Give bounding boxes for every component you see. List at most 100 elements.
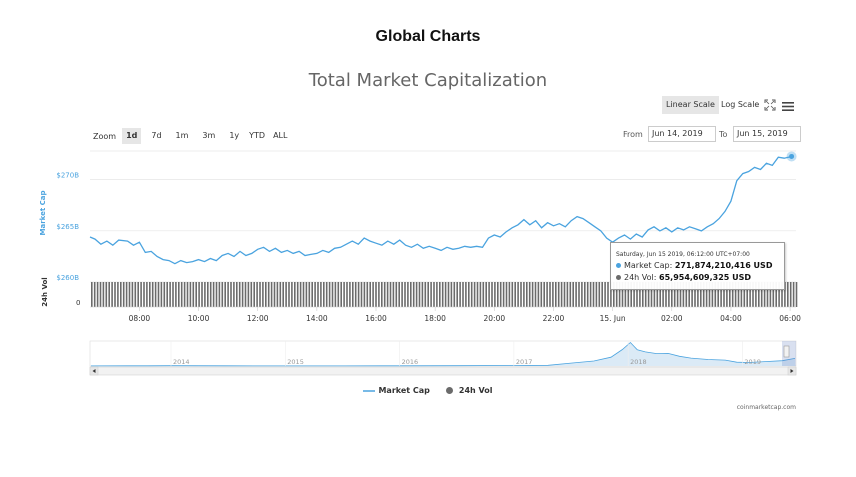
volume-column <box>731 282 734 307</box>
x-tick-label: 18:00 <box>424 314 446 323</box>
volume-column <box>604 282 606 307</box>
tooltip-mcap-value: 271,874,210,416 USD <box>674 261 773 270</box>
volume-column <box>505 282 508 307</box>
fullscreen-icon[interactable] <box>764 98 776 111</box>
volume-column <box>270 282 273 307</box>
volume-column <box>787 282 789 307</box>
legend-item-market-cap[interactable]: Market Cap <box>363 386 430 395</box>
y-tick-label: $265B <box>56 223 79 231</box>
x-tick-label: 15. Jun <box>600 314 626 323</box>
menu-icon[interactable] <box>782 99 794 111</box>
volume-column <box>296 282 299 307</box>
volume-column <box>581 282 583 307</box>
x-tick-label: 14:00 <box>306 314 328 323</box>
volume-column <box>453 282 456 307</box>
volume-axis-tick: 0 <box>76 299 80 307</box>
volume-column <box>784 282 786 307</box>
volume-column <box>328 282 331 307</box>
volume-column <box>697 282 699 307</box>
volume-column <box>125 282 128 307</box>
zoom-1d-button[interactable]: 1d <box>122 128 142 144</box>
range-from-label: From <box>623 130 643 139</box>
volume-column <box>694 282 696 307</box>
volume-column <box>682 282 685 307</box>
volume-column <box>143 282 145 307</box>
volume-column <box>772 282 775 307</box>
x-tick-label: 12:00 <box>247 314 269 323</box>
credit-link[interactable]: coinmarketcap.com <box>736 404 796 411</box>
volume-column <box>766 282 769 307</box>
volume-column <box>705 282 708 307</box>
chart-legend: Market Cap 24h Vol <box>0 386 856 395</box>
navigator-handle[interactable] <box>783 345 790 358</box>
volume-column <box>122 282 125 307</box>
range-to-input[interactable]: Jun 15, 2019 <box>733 126 801 142</box>
volume-column <box>653 282 656 307</box>
zoom-all-button[interactable]: ALL <box>273 131 288 140</box>
legend-item-24h-vol[interactable]: 24h Vol <box>445 386 493 395</box>
volume-column <box>178 282 180 307</box>
volume-column <box>410 282 412 307</box>
page-heading: Global Charts <box>375 28 481 45</box>
volume-column <box>323 282 325 307</box>
volume-column <box>491 282 493 307</box>
volume-column <box>407 282 409 307</box>
volume-column <box>555 282 557 307</box>
volume-column <box>204 282 206 307</box>
y-tick-label: $270B <box>56 172 79 180</box>
volume-column <box>366 282 369 307</box>
volume-column <box>789 282 792 307</box>
volume-column <box>398 282 400 307</box>
volume-column <box>311 282 313 307</box>
y-axis-ticks: $260B $265B $270B <box>56 172 79 282</box>
volume-column <box>650 282 653 307</box>
scrollbar-track[interactable] <box>89 366 797 376</box>
volume-column <box>659 282 661 307</box>
volume-column <box>636 282 638 307</box>
volume-column <box>644 282 647 307</box>
x-tick-label: 04:00 <box>720 314 742 323</box>
volume-column <box>479 282 482 307</box>
zoom-3m-button[interactable]: 3m <box>202 131 216 140</box>
volume-column <box>734 282 737 307</box>
range-from-input[interactable]: Jun 14, 2019 <box>648 126 716 142</box>
legend-label-24h-vol: 24h Vol <box>458 386 493 395</box>
volume-swatch-icon <box>445 387 453 394</box>
volume-column <box>146 282 148 307</box>
volume-column <box>253 282 255 307</box>
volume-column <box>331 282 334 307</box>
navigator-year-label: 2018 <box>630 358 647 366</box>
volume-column <box>781 282 783 307</box>
volume-column <box>755 282 757 307</box>
volume-column <box>511 282 514 307</box>
volume-column <box>578 282 580 307</box>
volume-column <box>291 282 293 307</box>
chart-title: Total Market Capitalization <box>308 70 548 91</box>
log-scale-button[interactable]: Log Scale <box>721 100 760 109</box>
x-tick-label: 02:00 <box>661 314 683 323</box>
zoom-1m-button[interactable]: 1m <box>175 131 189 140</box>
zoom-7d-button[interactable]: 7d <box>151 131 162 140</box>
scroll-left-arrow-icon <box>92 369 96 373</box>
volume-column <box>549 282 551 307</box>
volume-column <box>421 282 424 307</box>
line-swatch-icon <box>363 389 376 392</box>
zoom-ytd-button[interactable]: YTD <box>249 131 266 140</box>
volume-column <box>630 282 632 307</box>
linear-scale-button[interactable]: Linear Scale <box>662 96 719 114</box>
volume-column <box>349 282 351 307</box>
volume-column <box>758 282 760 307</box>
volume-column <box>743 282 746 307</box>
volume-column <box>769 282 772 307</box>
y-tick-label: $260B <box>56 274 79 282</box>
volume-column <box>470 282 473 307</box>
volume-column <box>381 282 383 307</box>
volume-column <box>633 282 635 307</box>
volume-column <box>526 282 528 307</box>
volume-column <box>485 282 487 307</box>
volume-column <box>314 282 316 307</box>
volume-axis-label: 24h Vol <box>41 277 49 306</box>
zoom-1y-button[interactable]: 1y <box>229 131 240 140</box>
volume-column <box>180 282 183 307</box>
volume-column <box>760 282 763 307</box>
